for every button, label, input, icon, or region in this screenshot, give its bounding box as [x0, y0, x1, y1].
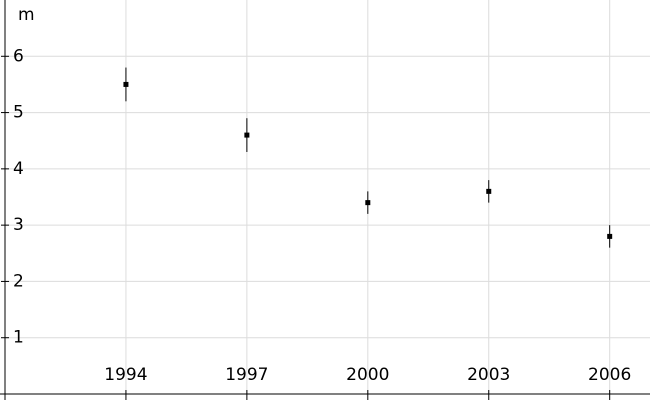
y-axis-label: m [18, 5, 35, 25]
data-point [607, 233, 613, 239]
y-tick-label: 5 [13, 103, 24, 123]
y-tick-label: 1 [13, 328, 24, 348]
data-point [365, 200, 371, 206]
y-tick-label: 6 [13, 46, 24, 66]
y-tick-label: 2 [13, 271, 24, 291]
data-point [486, 188, 492, 194]
y-tick-label: 3 [13, 215, 24, 235]
x-tick-label: 2006 [588, 365, 631, 385]
x-tick-label: 1994 [104, 365, 147, 385]
data-point [244, 132, 250, 138]
data-point [123, 81, 129, 87]
y-tick-label: 4 [13, 159, 24, 179]
x-tick-label: 1997 [225, 365, 268, 385]
x-tick-label: 2003 [467, 365, 510, 385]
x-tick-label: 2000 [346, 365, 389, 385]
